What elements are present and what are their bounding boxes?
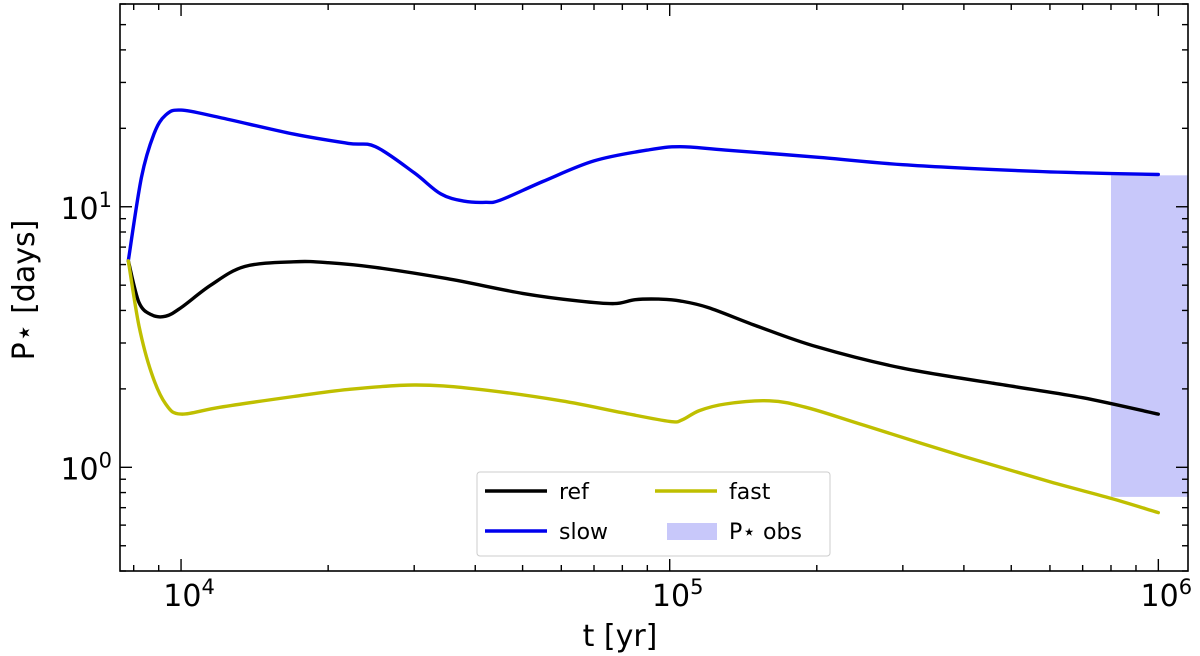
y-tick-label: 100 — [60, 448, 112, 487]
tick-label-layer: 104 105 106 100 101 — [60, 188, 1192, 614]
y-axis-label: P⋆ [days] — [7, 220, 42, 361]
series-line-fast — [126, 259, 1160, 515]
legend-label: slow — [559, 520, 608, 545]
legend-box — [476, 471, 831, 557]
observed-period-band — [1110, 175, 1188, 497]
observed-period-band-layer — [1110, 175, 1188, 497]
legend-swatch-obs — [667, 523, 717, 540]
series-line-slow — [126, 108, 1160, 263]
x-tick-label: 105 — [652, 575, 704, 614]
legend-label: fast — [729, 480, 771, 505]
plot-frame — [119, 3, 1189, 572]
x-tick-label: 106 — [1141, 575, 1193, 614]
x-axis-label: t [yr] — [583, 619, 658, 654]
legend: ref fast slow P⋆ obs — [476, 471, 831, 557]
series-layer — [126, 108, 1160, 515]
series-line-ref — [126, 259, 1160, 416]
x-tick-label: 104 — [163, 575, 215, 614]
legend-label: ref — [559, 480, 590, 505]
y-tick-label: 101 — [60, 188, 112, 227]
legend-label: P⋆ obs — [729, 520, 802, 545]
